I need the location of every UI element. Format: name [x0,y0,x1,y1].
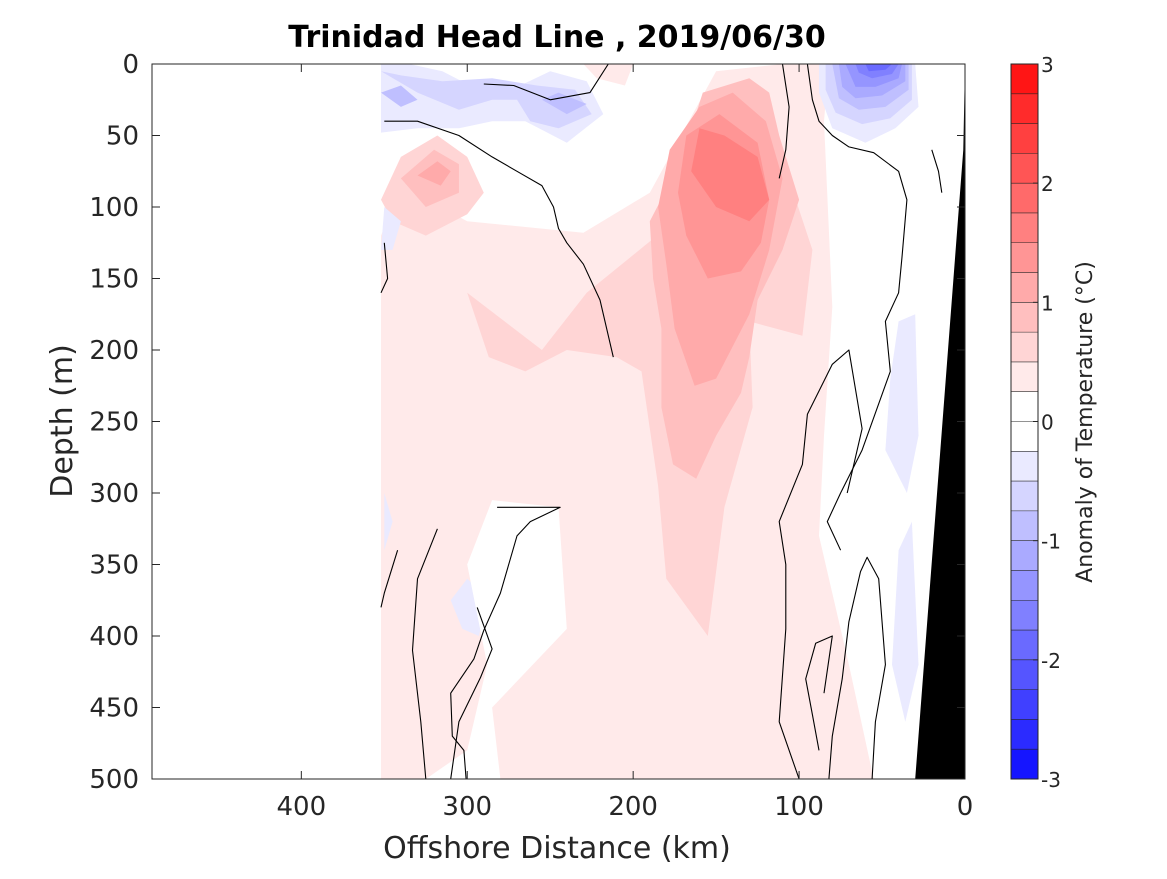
colorbar-bin [1011,123,1038,154]
anomaly-region [381,85,418,107]
zero-contour-layer [380,64,943,779]
colorbar-bin [1011,451,1038,482]
anomaly-region [541,92,587,115]
chart-title: Trinidad Head Line , 2019/06/30 [288,20,825,55]
colorbar-tick-label: 2 [1041,172,1054,196]
colorbar-bin [1011,600,1038,631]
anomaly-region [892,521,919,722]
colorbar-bin [1011,212,1038,244]
colorbar-tick-label: -3 [1041,768,1061,792]
colorbar-bin [1011,332,1038,363]
x-tick-label: 100 [774,792,824,822]
bathymetry-shelf [915,64,965,779]
colorbar-bin [1011,481,1038,512]
colorbar-tick-label: 1 [1041,291,1054,315]
colorbar-bin [1011,272,1038,303]
colorbar-bin [1011,540,1038,571]
colorbar-bin [1011,510,1038,542]
anomaly-region [381,207,401,250]
colorbar-bin [1011,570,1038,601]
y-tick-label: 400 [89,622,139,652]
y-tick-label: 50 [106,122,139,152]
colorbar-bin [1011,630,1038,661]
zero-contour-line [778,349,863,779]
zero-contour-line [380,550,399,608]
x-axis-label: Offshore Distance (km) [383,831,731,866]
colorbar-tick-label: -1 [1041,530,1061,554]
zero-contour-line [483,64,609,101]
y-tick-label: 450 [89,694,139,724]
anomaly-region [384,493,393,551]
x-tick-label: 200 [608,792,658,822]
colorbar-bin [1011,183,1038,214]
anomaly-region [885,314,919,493]
colorbar: -3 -2 -1 0 1 2 3 [1010,53,1061,792]
y-axis-label: Depth (m) [45,344,80,498]
y-tick-label: 300 [89,479,139,509]
colorbar-bin [1011,719,1038,750]
zero-contour-line [931,149,943,193]
colorbar-bin [1011,749,1038,780]
x-axis: 400 300 200 100 0 [277,64,974,822]
x-tick-label: 0 [957,792,974,822]
x-tick-label: 300 [442,792,492,822]
zero-contour-line [384,120,614,358]
colorbar-tick-label: -2 [1041,649,1061,673]
y-tick-label: 200 [89,336,139,366]
zero-contour-line [380,242,389,294]
colorbar-bin [1011,153,1038,184]
y-axis: 0 50 100 150 200 250 300 350 400 450 500 [89,50,965,795]
zero-contour-line [828,556,886,779]
colorbar-bin [1011,64,1038,95]
zero-contour-line [411,528,438,779]
anomaly-region [381,71,592,129]
zero-contour-line [778,64,790,179]
zero-contour-line [805,635,833,751]
colorbar-tick-label: 3 [1041,53,1054,77]
y-tick-label: 250 [89,408,139,438]
colorbar-bin [1011,421,1038,452]
bathymetry-layer [915,64,965,779]
anomaly-fill-layer [381,64,919,779]
anomaly-region [417,161,451,186]
anomaly-region [865,64,892,72]
anomaly-region [425,500,567,779]
y-tick-label: 0 [122,50,139,80]
y-tick-label: 500 [89,765,139,795]
colorbar-bin [1011,93,1038,125]
y-tick-label: 150 [89,265,139,295]
x-tick-label: 400 [277,792,327,822]
colorbar-label: Anomaly of Temperature (°C) [1073,261,1098,583]
zero-contour-line [806,64,908,551]
y-tick-label: 350 [89,551,139,581]
plot-area [380,64,965,779]
colorbar-tick-label: 0 [1041,411,1054,435]
colorbar-bin [1011,659,1038,691]
colorbar-bin [1011,242,1038,274]
anomaly-region [691,128,770,222]
colorbar-bin [1011,361,1038,393]
colorbar-bin [1011,302,1038,333]
colorbar-bin [1011,391,1038,422]
zero-contour-line [450,607,493,779]
anomaly-region [583,64,634,86]
y-tick-label: 100 [89,193,139,223]
colorbar-bin [1011,689,1038,720]
